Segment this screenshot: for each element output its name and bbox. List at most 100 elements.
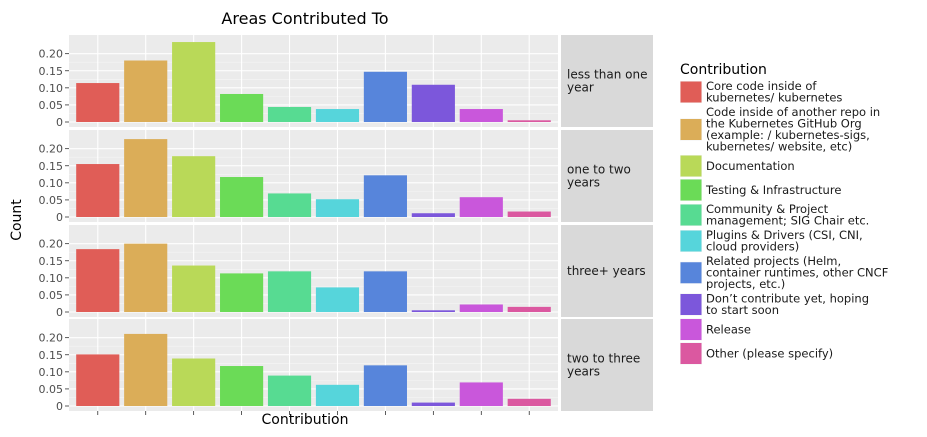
chart-title: Areas Contributed To <box>221 9 388 28</box>
facet-strip-label: year <box>567 81 594 95</box>
bar <box>76 83 120 122</box>
legend-label: Plugins & Drivers (CSI, CNI, <box>706 228 863 242</box>
y-tick-label: 0 <box>56 116 63 129</box>
y-tick-label: 0.15 <box>39 255 64 268</box>
legend: Contribution Core code inside ofkubernet… <box>680 62 888 365</box>
bar <box>315 287 360 312</box>
legend-label: Testing & Infrastructure <box>705 183 841 197</box>
y-tick-label: 0 <box>56 306 63 319</box>
legend-item: Release <box>680 318 751 341</box>
facet-strip-label: one to two <box>567 163 631 177</box>
bar <box>76 164 120 217</box>
bar <box>124 139 168 217</box>
facet-strip-label: three+ years <box>567 264 646 278</box>
bar <box>411 213 455 217</box>
legend-label: Release <box>706 322 751 336</box>
bar <box>363 365 407 406</box>
bar <box>172 358 216 406</box>
bar <box>363 175 407 217</box>
y-tick-label: 0.20 <box>39 143 64 156</box>
legend-label: cloud providers) <box>706 240 799 254</box>
bar <box>411 84 455 122</box>
legend-swatch <box>680 319 702 340</box>
bar <box>76 354 120 406</box>
facet-strip <box>561 319 653 411</box>
facet-strip-label: years <box>567 365 600 379</box>
bar <box>172 42 216 122</box>
legend-swatch <box>680 262 702 284</box>
legend-label: Other (please specify) <box>706 346 833 360</box>
bar <box>315 109 360 122</box>
legend-label: Don’t contribute yet, hoping <box>706 292 869 306</box>
legend-label: kubernetes/ kubernetes <box>706 91 842 105</box>
y-tick-label: 0.20 <box>39 238 64 251</box>
legend-label: management; SIG Chair etc. <box>706 214 869 228</box>
legend-label: Related projects (Helm, <box>706 254 841 268</box>
legend-label: kubernetes/ website, etc) <box>706 140 852 154</box>
bar <box>124 60 168 122</box>
legend-swatch <box>680 81 702 103</box>
y-tick-label: 0.10 <box>39 272 64 285</box>
bar <box>459 109 503 122</box>
legend-item: Plugins & Drivers (CSI, CNI,cloud provid… <box>680 228 863 254</box>
legend-item: Testing & Infrastructure <box>680 179 841 201</box>
legend-title: Contribution <box>680 62 767 78</box>
y-tick-label: 0.15 <box>39 160 64 173</box>
bar <box>124 243 168 312</box>
bar <box>172 156 216 217</box>
bar <box>315 199 360 217</box>
bar <box>459 382 503 406</box>
legend-label: projects, etc.) <box>706 277 785 291</box>
facet-strip-label: two to three <box>567 352 640 366</box>
y-tick-label: 0.10 <box>39 82 64 95</box>
y-tick-label: 0.15 <box>39 65 64 78</box>
legend-label: Community & Project <box>706 202 829 216</box>
bar <box>507 211 551 217</box>
facet-panel: 0 0.05 0.10 0.15 0.20 three+ years <box>39 225 653 319</box>
y-tick-label: 0.05 <box>39 289 64 302</box>
bar <box>267 193 312 217</box>
y-tick-label: 0 <box>56 211 63 224</box>
y-tick-label: 0.20 <box>39 48 64 61</box>
legend-label: the Kubernetes GitHub Org <box>706 117 862 131</box>
legend-item: Related projects (Helm,container runtime… <box>680 254 888 291</box>
legend-label: Documentation <box>706 159 795 173</box>
bar <box>220 177 264 217</box>
facet-strip <box>561 35 653 127</box>
legend-label: container runtimes, other CNCF <box>706 266 888 280</box>
bar <box>267 375 312 406</box>
legend-swatch <box>680 179 702 201</box>
y-tick-label: 0.10 <box>39 366 64 379</box>
bar <box>267 271 312 312</box>
y-tick-label: 0.05 <box>39 383 64 396</box>
bar <box>267 106 312 122</box>
bar <box>363 271 407 312</box>
legend-label: (example: / kubernetes-sigs, <box>706 128 870 142</box>
bar <box>172 265 216 312</box>
bar <box>363 71 407 122</box>
legend-swatch <box>680 204 702 226</box>
legend-swatch <box>680 155 702 177</box>
legend-item: Other (please specify) <box>680 342 833 365</box>
y-tick-label: 0.10 <box>39 177 64 190</box>
y-axis-title: Count <box>9 199 25 241</box>
y-tick-label: 0.05 <box>39 194 64 207</box>
facet-strip <box>561 130 653 222</box>
y-tick-label: 0.20 <box>39 332 64 345</box>
x-axis-ticks <box>97 411 530 415</box>
bar <box>507 306 551 312</box>
facet-strip <box>561 225 653 317</box>
bar <box>220 273 264 312</box>
legend-swatch <box>680 294 702 315</box>
legend-item: Documentation <box>680 155 795 177</box>
legend-label: Code inside of another repo in <box>706 105 880 119</box>
